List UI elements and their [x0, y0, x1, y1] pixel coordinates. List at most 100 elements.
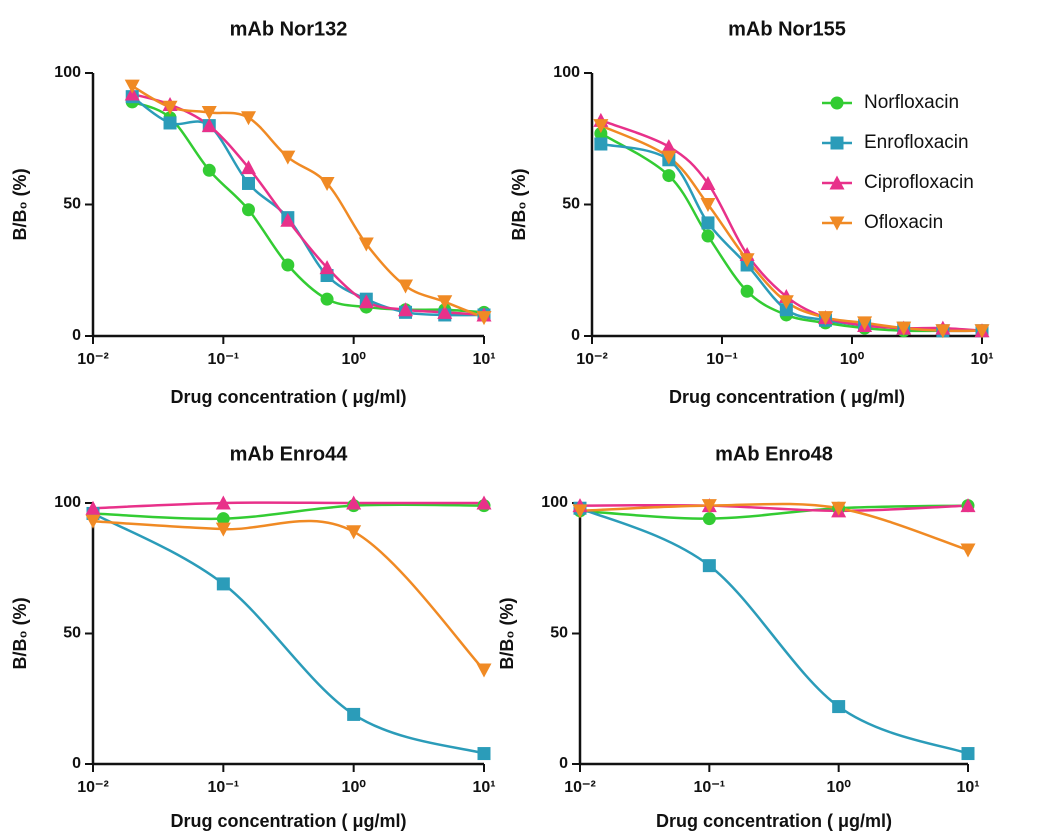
marker	[280, 212, 296, 227]
marker	[662, 169, 676, 183]
marker	[701, 499, 717, 514]
marker	[162, 100, 178, 115]
marker	[974, 324, 990, 339]
y-tick-label: 50	[550, 625, 568, 642]
panel: mAb Enro44 Drug concentration ( μg/ml) B/B…	[10, 443, 496, 830]
marker	[398, 279, 414, 294]
marker	[700, 198, 716, 212]
y-tick-label: 100	[553, 64, 580, 81]
x-tick-label: 10⁰	[827, 779, 852, 796]
marker	[242, 203, 256, 217]
marker	[960, 543, 976, 558]
fit-line	[131, 100, 485, 314]
marker	[829, 216, 845, 231]
fit-line	[131, 85, 485, 319]
chart-title: mAb Nor132	[230, 18, 348, 40]
x-tick-label: 10⁻²	[77, 351, 109, 368]
marker	[85, 500, 101, 515]
marker	[320, 292, 334, 306]
marker	[124, 79, 140, 94]
marker	[216, 512, 230, 526]
marker	[319, 176, 335, 191]
x-axis-label: Drug concentration ( μg/ml)	[170, 387, 406, 407]
x-tick-label: 10⁰	[342, 779, 367, 796]
marker	[593, 119, 609, 134]
panel: mAb Nor132 Drug concentration ( μg/ml) B/B…	[10, 18, 496, 406]
fit-line	[579, 502, 969, 552]
marker	[346, 495, 362, 510]
marker	[961, 747, 975, 761]
x-tick-label: 10¹	[472, 351, 495, 368]
fit-line	[92, 519, 485, 671]
marker	[319, 260, 335, 275]
marker	[398, 302, 414, 317]
fit-line	[92, 501, 484, 510]
marker	[281, 258, 295, 272]
x-tick-label: 10¹	[956, 779, 979, 796]
x-tick-label: 10⁻²	[77, 779, 109, 796]
marker	[960, 498, 976, 513]
fit-line	[579, 504, 969, 520]
marker	[437, 295, 453, 310]
fit-line	[92, 503, 485, 521]
marker	[437, 304, 453, 319]
marker	[572, 504, 588, 519]
fit-line	[92, 512, 485, 755]
marker	[831, 501, 847, 516]
x-tick-label: 10⁻¹	[694, 779, 726, 796]
fit-line	[600, 119, 983, 332]
fit-line	[579, 503, 969, 513]
y-axis-label: B/B₀ (%)	[497, 597, 517, 669]
marker	[476, 495, 492, 510]
marker	[201, 105, 217, 120]
fit-line	[131, 92, 485, 317]
marker	[358, 237, 374, 252]
fit-line	[579, 507, 969, 755]
marker	[702, 512, 716, 526]
x-tick-label: 10⁻²	[564, 779, 596, 796]
chart-title: mAb Nor155	[728, 18, 846, 40]
legend-label: Ciprofloxacin	[864, 172, 974, 193]
panel: mAb Nor155 Drug concentration ( μg/ml) B/B…	[509, 18, 994, 406]
marker	[280, 150, 296, 165]
x-tick-label: 10⁻¹	[208, 779, 240, 796]
y-tick-label: 0	[72, 327, 81, 344]
marker	[832, 700, 846, 714]
marker	[701, 216, 715, 230]
fit-line	[600, 124, 983, 333]
y-tick-label: 100	[54, 64, 81, 81]
marker	[594, 126, 608, 140]
marker	[358, 294, 374, 309]
marker	[661, 139, 677, 154]
marker	[896, 321, 912, 336]
marker	[241, 160, 257, 175]
x-tick-label: 10¹	[970, 351, 993, 368]
marker	[739, 253, 755, 268]
y-tick-label: 50	[63, 196, 81, 213]
marker	[346, 525, 362, 540]
marker	[215, 522, 231, 537]
chart-title: mAb Enro44	[230, 443, 349, 465]
marker	[830, 136, 844, 150]
marker	[242, 176, 256, 190]
y-tick-label: 0	[571, 327, 580, 344]
marker	[935, 324, 951, 339]
legend-label: Ofloxacin	[864, 212, 943, 233]
marker	[817, 311, 833, 326]
y-tick-label: 100	[54, 494, 81, 511]
marker	[830, 96, 844, 110]
chart-title: mAb Enro48	[715, 443, 833, 465]
y-axis-label: B/B₀ (%)	[10, 168, 30, 240]
x-axis-label: Drug concentration ( μg/ml)	[656, 811, 892, 831]
x-tick-label: 10⁻²	[576, 351, 608, 368]
y-tick-label: 50	[562, 196, 580, 213]
marker	[202, 163, 216, 177]
y-axis-label: B/B₀ (%)	[509, 168, 529, 240]
y-tick-label: 0	[559, 755, 568, 772]
y-tick-label: 100	[541, 494, 568, 511]
x-tick-label: 10⁰	[342, 351, 367, 368]
y-tick-label: 50	[63, 625, 81, 642]
x-axis-label: Drug concentration ( μg/ml)	[669, 387, 905, 407]
marker	[241, 111, 257, 126]
marker	[740, 284, 754, 298]
